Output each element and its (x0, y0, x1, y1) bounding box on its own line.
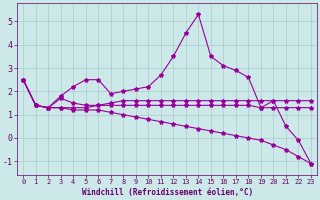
X-axis label: Windchill (Refroidissement éolien,°C): Windchill (Refroidissement éolien,°C) (82, 188, 253, 197)
